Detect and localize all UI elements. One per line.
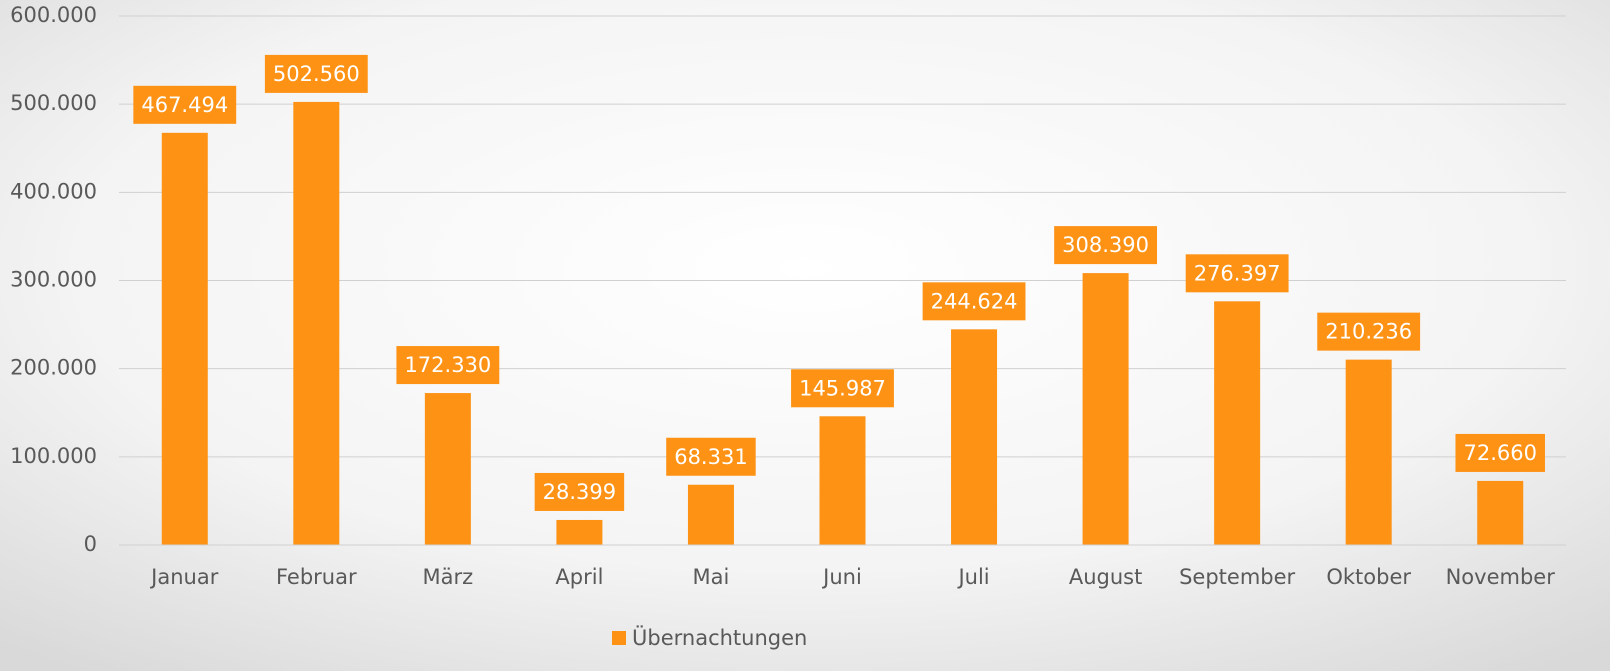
data-label: 276.397: [1194, 261, 1281, 285]
data-label-box: [133, 85, 237, 124]
legend-label: Übernachtungen: [632, 625, 807, 650]
bar: [556, 519, 603, 545]
data-label: 72.660: [1463, 441, 1536, 465]
bar: [951, 329, 998, 545]
y-tick-label: 0: [84, 532, 97, 556]
x-tick-label: Februar: [276, 565, 357, 589]
y-tick-label: 300.000: [10, 268, 97, 292]
bar: [687, 484, 734, 545]
bar: [1214, 301, 1261, 545]
data-label: 308.390: [1062, 233, 1149, 257]
bar: [1082, 273, 1129, 545]
data-label: 244.624: [931, 289, 1018, 313]
data-label-box: [791, 369, 894, 408]
data-label-box: [1185, 254, 1289, 293]
bar: [293, 101, 340, 545]
data-label-box: [922, 282, 1026, 321]
data-label-box: [1054, 226, 1158, 265]
bar: [819, 416, 866, 545]
data-label: 145.987: [799, 376, 886, 400]
data-label: 467.494: [141, 93, 228, 117]
bar: [161, 132, 208, 546]
data-label-box: [666, 437, 756, 476]
x-tick-label: August: [1069, 565, 1143, 589]
data-label-box: [1317, 312, 1421, 351]
x-tick-label: November: [1446, 565, 1556, 589]
data-label-box: [1455, 433, 1545, 472]
bar: [424, 393, 471, 545]
x-tick-label: Juli: [956, 565, 989, 589]
data-label: 210.236: [1325, 320, 1412, 344]
x-tick-label: Oktober: [1326, 565, 1411, 589]
data-label-box: [534, 472, 625, 511]
x-tick-label: April: [555, 565, 603, 589]
x-tick-label: März: [423, 565, 474, 589]
x-tick-label: Mai: [693, 565, 730, 589]
y-tick-label: 600.000: [10, 3, 97, 27]
data-label-box: [264, 54, 368, 93]
data-label: 502.560: [273, 62, 360, 86]
y-tick-label: 400.000: [10, 179, 97, 203]
y-tick-label: 100.000: [10, 444, 97, 468]
legend-swatch: [612, 631, 626, 645]
x-tick-label: September: [1179, 565, 1295, 589]
data-label: 68.331: [674, 445, 747, 469]
data-label: 172.330: [404, 353, 491, 377]
y-tick-label: 500.000: [10, 91, 97, 115]
x-tick-label: Juni: [821, 565, 862, 589]
bar: [1345, 359, 1392, 545]
x-tick-label: Januar: [149, 565, 219, 589]
bar: [1477, 480, 1524, 545]
data-label: 28.399: [543, 480, 616, 504]
data-label-box: [396, 346, 500, 385]
y-tick-label: 200.000: [10, 356, 97, 380]
